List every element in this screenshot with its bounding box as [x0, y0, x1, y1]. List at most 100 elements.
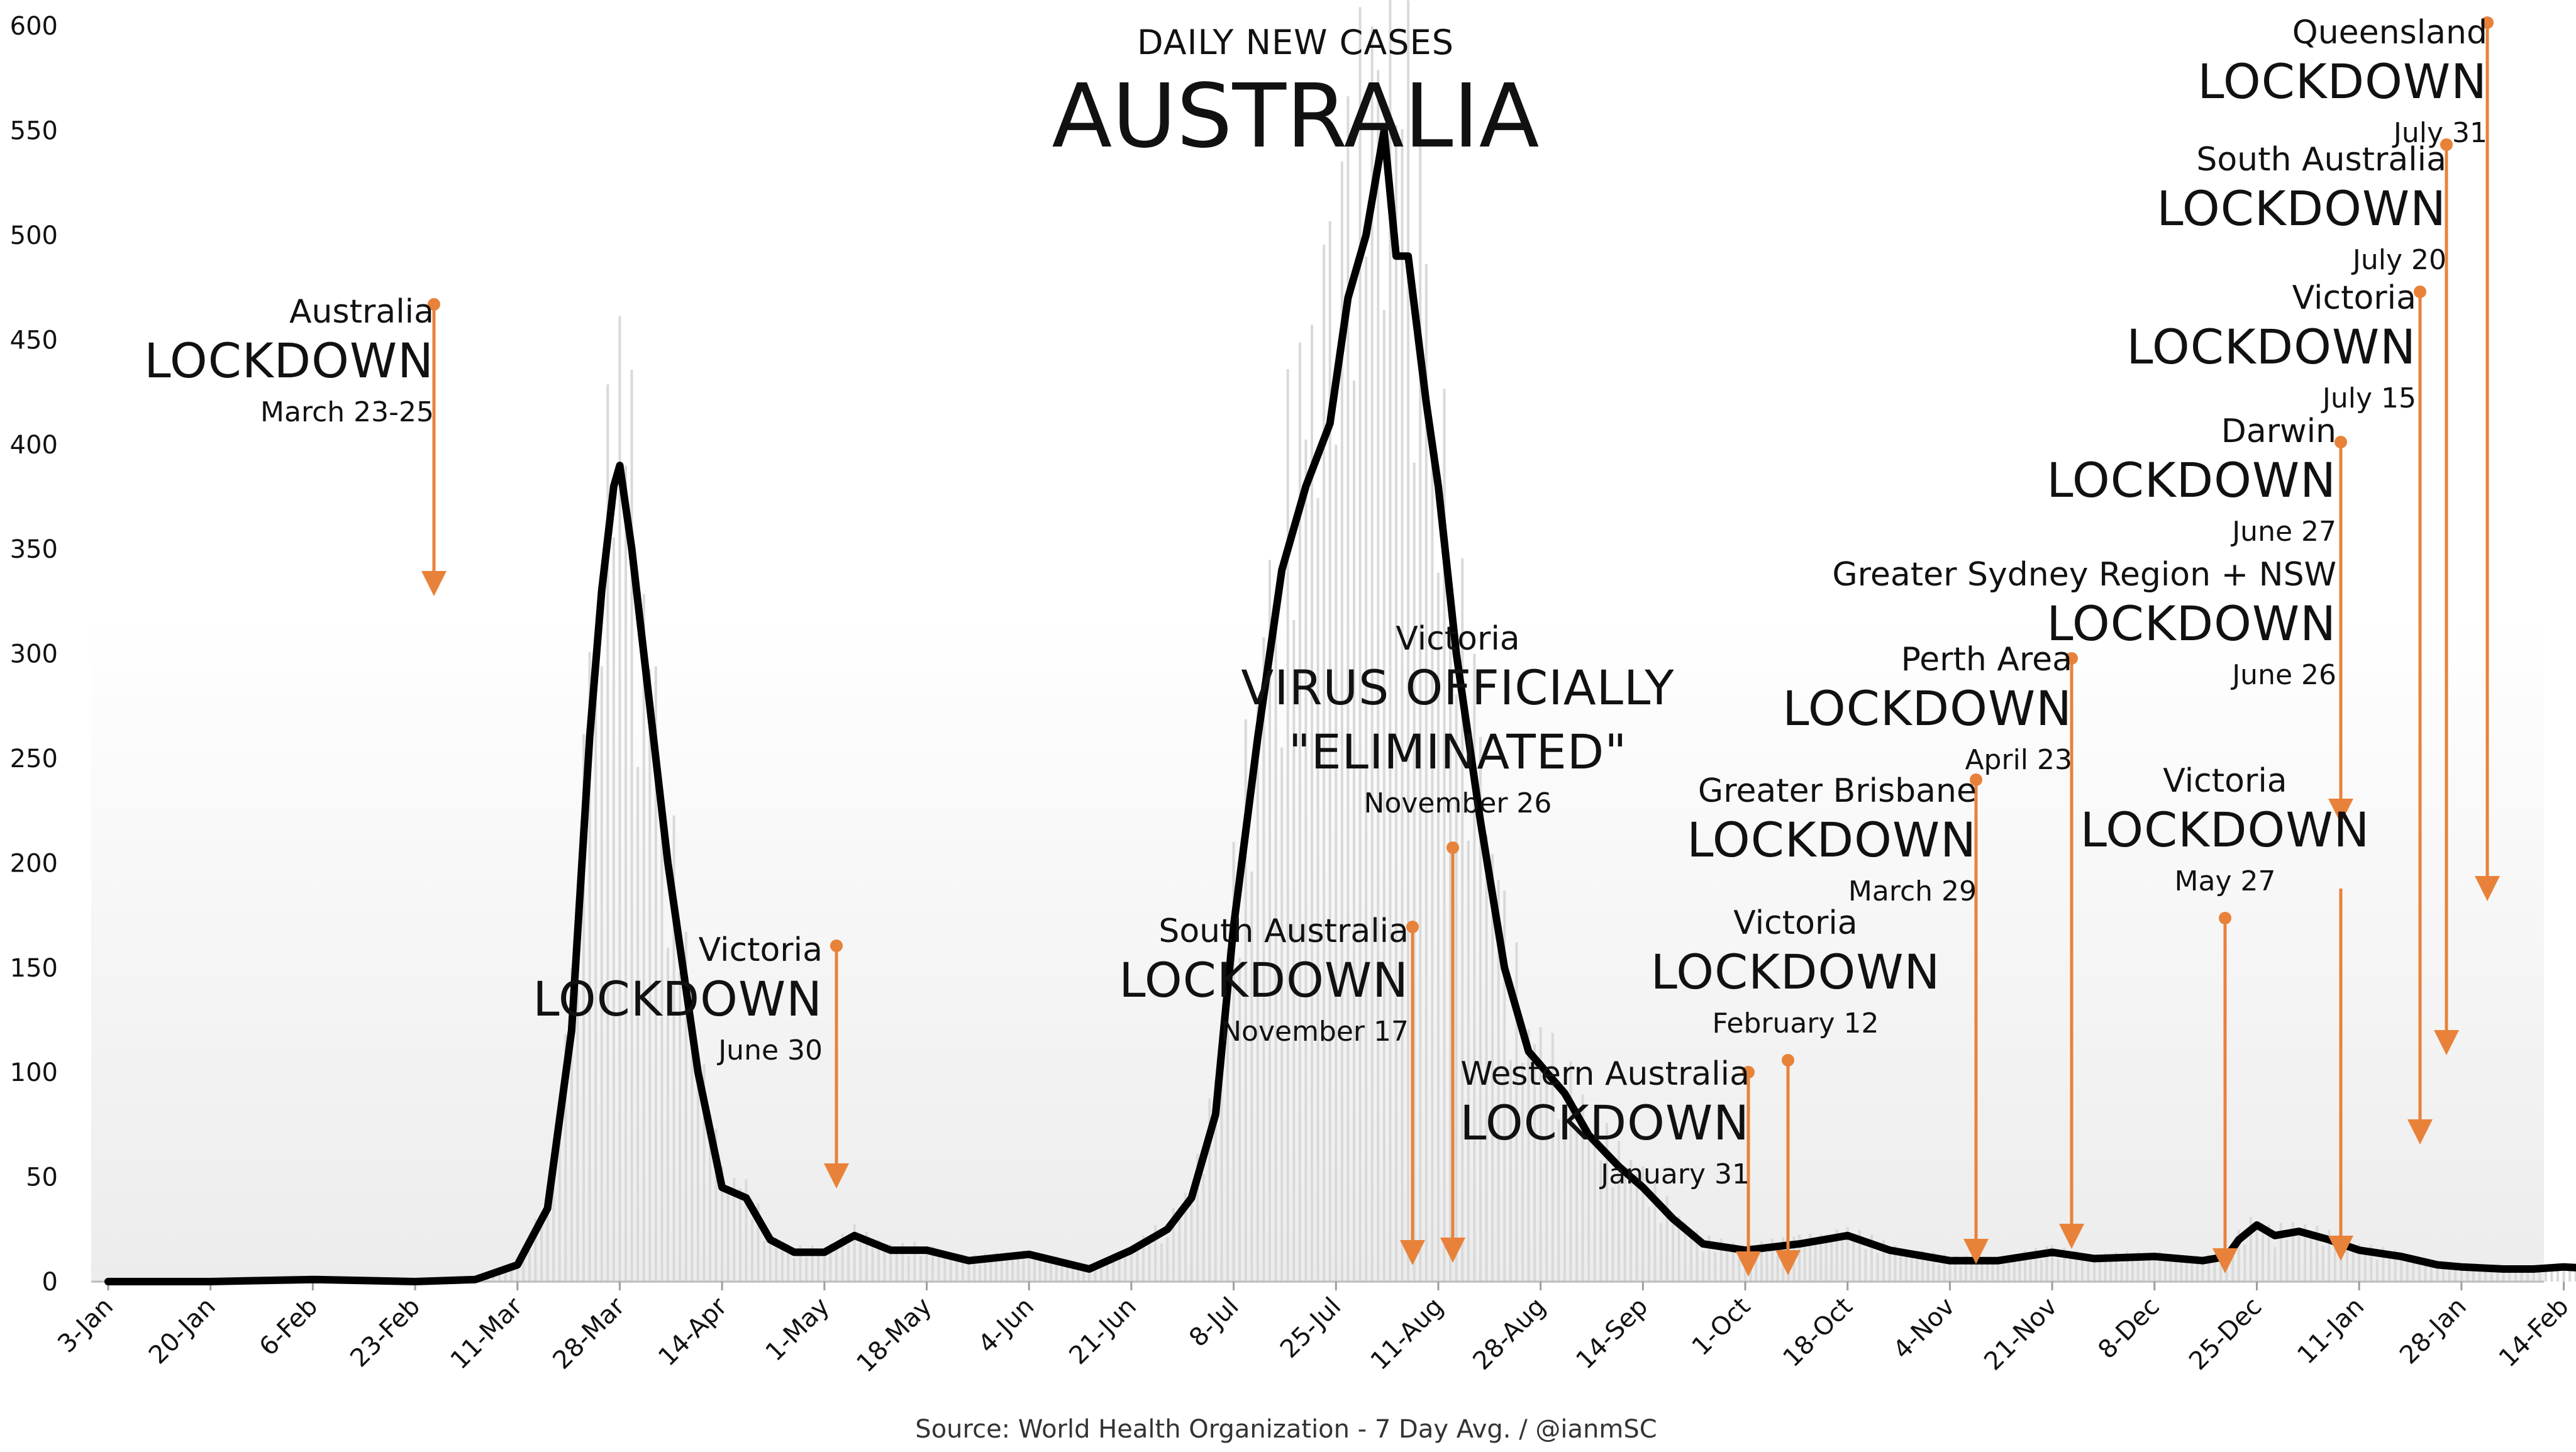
x-tick-label: 23-Feb	[345, 1292, 426, 1373]
annotation-kind: LOCKDOWN	[533, 971, 823, 1027]
x-tick-label: 21-Nov	[1979, 1292, 2063, 1377]
daily-bar	[2087, 1255, 2090, 1282]
daily-bar	[721, 1166, 724, 1282]
annotation-kind: LOCKDOWN	[144, 333, 434, 389]
daily-bar	[1975, 1256, 1978, 1282]
annotation-location: Victoria	[2163, 762, 2287, 800]
annotation-kind: LOCKDOWN	[2157, 180, 2446, 236]
daily-bar	[1876, 1253, 1879, 1282]
daily-bar	[895, 1251, 898, 1282]
daily-bar	[989, 1261, 992, 1282]
daily-bar	[2163, 1258, 2167, 1282]
daily-bar	[2532, 1266, 2535, 1282]
daily-bar	[2304, 1224, 2307, 1282]
daily-bar	[1250, 871, 1253, 1282]
daily-bar	[1846, 1227, 1849, 1282]
annotation-label: Victoria LOCKDOWN May 27	[2080, 765, 2370, 895]
daily-bar	[1016, 1253, 1019, 1282]
annotation-date: November 17	[1221, 1016, 1409, 1048]
daily-bar	[1623, 1174, 1626, 1282]
daily-bar	[2131, 1261, 2134, 1282]
daily-bar	[1323, 245, 1326, 1282]
x-tick-label: 25-Dec	[2184, 1292, 2267, 1376]
daily-bar	[883, 1244, 886, 1282]
daily-bar	[1269, 560, 1272, 1282]
daily-bar	[1455, 694, 1458, 1282]
daily-bar	[2024, 1250, 2027, 1282]
daily-bar	[1292, 619, 1296, 1282]
daily-bar	[1401, 129, 1404, 1282]
daily-bar	[618, 316, 621, 1282]
daily-bar	[1980, 1261, 1984, 1282]
daily-bar	[1184, 1193, 1187, 1282]
daily-bar	[1148, 1243, 1151, 1282]
daily-bar	[2002, 1258, 2005, 1282]
daily-bar	[2057, 1259, 2060, 1282]
daily-bar	[564, 1034, 567, 1282]
daily-bar	[1910, 1250, 1913, 1282]
series-line-7-day-avg	[104, 126, 2576, 1285]
daily-bar	[787, 1248, 790, 1282]
daily-bar	[2430, 1264, 2433, 1282]
daily-bar	[1689, 1232, 1692, 1282]
daily-bar	[2098, 1258, 2101, 1282]
daily-bar	[2196, 1255, 2199, 1282]
chart-subtitle: DAILY NEW CASES	[1137, 23, 1454, 62]
daily-bar	[2045, 1246, 2048, 1282]
daily-bar	[1118, 1255, 1121, 1282]
daily-bar	[2321, 1245, 2324, 1282]
daily-bar	[1521, 1062, 1524, 1282]
daily-bar	[931, 1246, 935, 1282]
annotation-label: Australia LOCKDOWN March 23-25	[144, 296, 434, 426]
annotation-kind: LOCKDOWN	[1782, 680, 2072, 736]
daily-bar	[2267, 1224, 2270, 1282]
annotation-kind: LOCKDOWN	[1650, 944, 1941, 1000]
daily-bar	[1136, 1246, 1139, 1282]
daily-bar	[2351, 1244, 2355, 1282]
daily-bar	[1771, 1238, 1774, 1282]
daily-bar	[1106, 1262, 1109, 1282]
daily-bar	[1932, 1251, 1935, 1282]
daily-bar	[2093, 1255, 2096, 1282]
daily-bar	[1377, 70, 1380, 1282]
daily-bar	[1214, 1080, 1217, 1282]
annotation-kind: LOCKDOWN	[1460, 1095, 1750, 1151]
daily-bar	[1280, 747, 1284, 1282]
annotation-date: July 31	[2393, 117, 2487, 149]
daily-bar	[2333, 1244, 2336, 1282]
daily-bar	[1328, 221, 1331, 1282]
daily-bar	[2394, 1250, 2397, 1282]
x-tick-label: 6-Feb	[254, 1292, 324, 1362]
daily-bar	[1527, 1029, 1530, 1282]
daily-bar	[2382, 1246, 2385, 1282]
daily-bar	[2502, 1266, 2505, 1282]
daily-bar	[835, 1246, 838, 1282]
y-tick-label: 50	[26, 1163, 58, 1192]
annotation-arrows	[421, 16, 2500, 1277]
daily-bar	[811, 1245, 814, 1282]
daily-bar	[1819, 1234, 1823, 1282]
daily-bar	[2418, 1259, 2421, 1282]
daily-bar	[1870, 1234, 1874, 1282]
annotation-label: Darwin LOCKDOWN June 27	[2046, 415, 2336, 546]
daily-bar	[625, 465, 628, 1282]
annotation-location: South Australia	[2196, 141, 2446, 179]
daily-bar	[630, 369, 633, 1282]
daily-bar	[2508, 1271, 2511, 1282]
annotation-location: Victoria	[1396, 620, 1520, 658]
daily-bar	[594, 673, 597, 1282]
daily-bar	[750, 1219, 753, 1282]
daily-bar	[973, 1255, 976, 1282]
daily-bar	[2309, 1237, 2312, 1282]
daily-bar	[2544, 1265, 2547, 1282]
daily-bar	[691, 1021, 694, 1282]
daily-bar	[1953, 1255, 1957, 1282]
daily-bar	[2035, 1248, 2038, 1282]
y-tick-label: 550	[10, 117, 58, 146]
daily-bar	[1304, 440, 1307, 1282]
daily-bar	[1382, 309, 1385, 1282]
daily-bar	[558, 1114, 561, 1282]
daily-bar	[919, 1256, 922, 1282]
daily-bar	[961, 1254, 964, 1282]
daily-bar	[2190, 1260, 2194, 1282]
